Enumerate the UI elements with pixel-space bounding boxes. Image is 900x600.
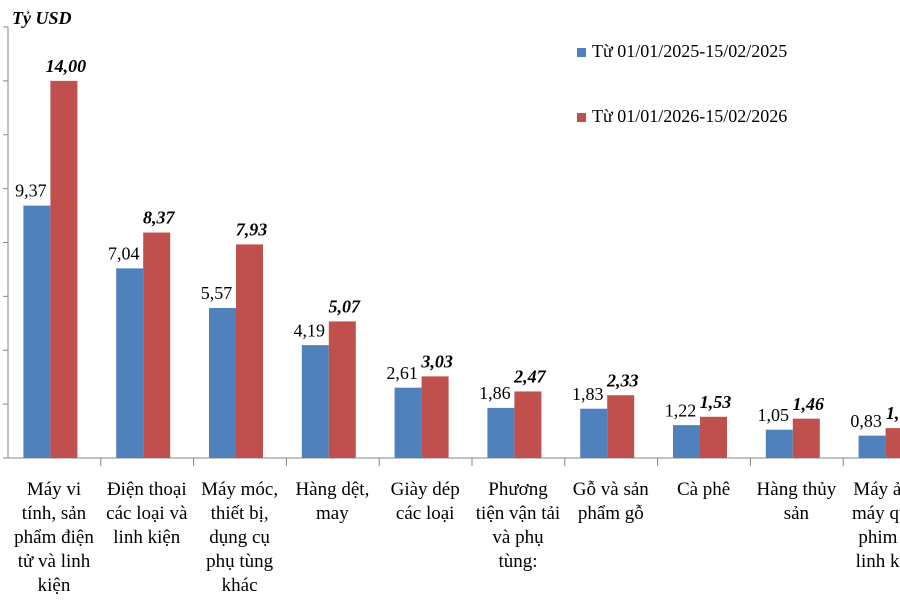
bar (23, 205, 51, 458)
bar (858, 435, 886, 458)
value-label: 14,00 (46, 56, 87, 76)
value-label: 1,22 (665, 400, 697, 420)
unit-label: Tỷ USD (12, 8, 72, 28)
value-label: 1,53 (700, 392, 732, 412)
value-label: 3,03 (420, 352, 453, 372)
value-label: 0,83 (850, 411, 882, 431)
legend-label: Từ 01/01/2025-15/02/2025 (592, 41, 787, 61)
bar (328, 321, 356, 458)
bar (514, 391, 542, 458)
bar (700, 416, 727, 458)
x-tick-label: Hàng dệt, may (295, 479, 370, 524)
x-tick-label: Hàng thủy sản (756, 479, 837, 524)
bar (394, 387, 422, 458)
value-label: 1,46 (793, 394, 825, 414)
value-label: 1,11 (886, 403, 900, 423)
bar (765, 429, 793, 458)
bar (792, 418, 820, 458)
value-label: 2,33 (606, 370, 639, 390)
value-label: 7,93 (236, 220, 268, 240)
x-tick-label: Điện thoại các loại và linh kiện (106, 479, 188, 548)
value-label: 8,37 (143, 208, 176, 228)
bar (143, 232, 171, 458)
bar (116, 268, 144, 458)
value-label: 5,07 (329, 297, 362, 317)
x-tick-label: Cà phê (676, 479, 731, 500)
value-label: 4,19 (294, 320, 326, 340)
legend-label: Từ 01/01/2026-15/02/2026 (592, 106, 787, 126)
bar (487, 407, 515, 458)
x-tick-label: Máy móc, thiết bị, dụng cụ phụ tùng khác (201, 479, 279, 596)
bar (50, 80, 78, 458)
x-tick-label: Giày dép các loại (390, 479, 460, 524)
value-label: 2,47 (513, 367, 547, 387)
bar (236, 244, 263, 458)
legend-swatch (577, 48, 586, 57)
value-label: 2,61 (386, 363, 418, 383)
bar (673, 425, 700, 458)
x-tick-label: Gỗ và sản phẩm gỗ (572, 479, 649, 524)
bar (301, 345, 329, 458)
value-label: 5,57 (201, 283, 233, 303)
value-label: 7,04 (108, 243, 140, 263)
bar (421, 376, 449, 458)
legend-swatch (577, 113, 586, 122)
value-label: 9,37 (15, 181, 47, 201)
value-label: 1,83 (572, 384, 604, 404)
bar (580, 408, 608, 458)
value-label: 1,86 (479, 383, 511, 403)
bar (607, 395, 635, 458)
x-tick-label: Máy ảnh, máy quay phim và linh kiện (851, 479, 900, 572)
bar (209, 307, 236, 458)
x-tick-label: Máy vi tính, sản phẩm điện tử và linh ki… (14, 479, 94, 596)
x-tick-label: Phương tiện vận tải và phụ tùng: (475, 479, 561, 572)
value-label: 1,05 (758, 405, 790, 425)
bar (885, 428, 900, 458)
